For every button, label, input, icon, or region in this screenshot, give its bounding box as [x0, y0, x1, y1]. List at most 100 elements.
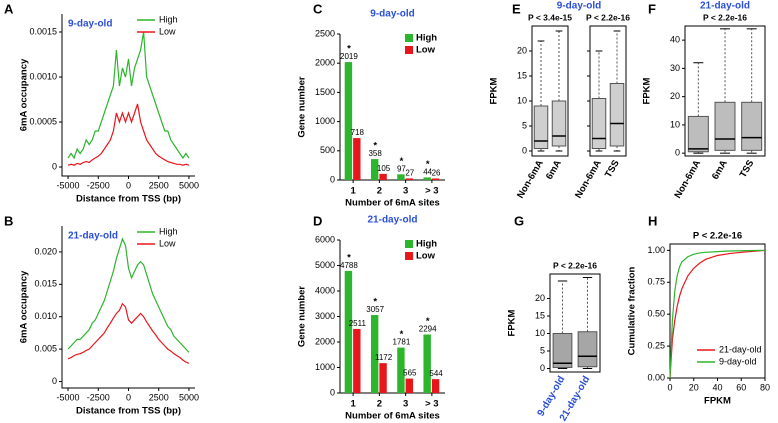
p-value: P < 2.2e-16 [586, 12, 630, 22]
y-axis-label: FPKM [642, 77, 653, 104]
y-tick-label: 0.0015 [29, 26, 57, 36]
bar-value-label: 97 [397, 164, 406, 173]
x-axis-label: Number of 6mA sites [345, 198, 440, 209]
legend-label: Low [159, 26, 176, 36]
bar-value-label: 105 [377, 164, 391, 173]
y-tick-label: 5 [522, 120, 527, 130]
legend-label: High [159, 226, 178, 236]
x-tick-label: 3 [403, 186, 408, 197]
y-tick-label: 0 [330, 174, 335, 184]
significance-marker: * [373, 297, 377, 308]
y-tick-label: 3000 [315, 311, 335, 321]
x-tick-label: 40 [712, 382, 722, 392]
bar-value-label: 718 [351, 128, 365, 137]
y-tick-label: 20 [535, 293, 545, 303]
series-line [67, 302, 190, 364]
x-tick-label: 20 [689, 382, 699, 392]
bar-value-label: 2294 [419, 325, 437, 334]
x-tick-label: -2500 [87, 392, 110, 402]
category-label: Non-6mA [573, 158, 604, 200]
bar [431, 379, 440, 393]
bar-value-label: 2511 [349, 319, 367, 328]
y-tick-label: 30 [670, 63, 680, 73]
significance-marker: * [400, 329, 404, 340]
x-tick-label: 1 [350, 186, 356, 197]
bar [379, 173, 387, 180]
series-line [67, 237, 190, 353]
chart-title: 9-day-old [557, 1, 601, 12]
bar [405, 178, 414, 180]
y-tick-label: 0.25 [647, 340, 665, 350]
y-tick-label: 40 [670, 35, 680, 45]
annotation: P < 2.2e-16 [693, 231, 742, 242]
category-label: 6mA [710, 158, 730, 181]
x-tick-label: 3 [403, 399, 408, 410]
bar [344, 270, 353, 393]
panel-letter: A [4, 1, 14, 16]
bar-value-label: 27 [405, 169, 414, 178]
y-tick-label: 15 [517, 70, 527, 80]
box [687, 115, 709, 153]
x-tick-label: 60 [736, 382, 746, 392]
legend-swatch [405, 252, 413, 260]
bar [405, 378, 414, 393]
legend-label: Low [416, 45, 436, 56]
x-tick-label: 2500 [149, 392, 169, 402]
x-axis-label: Distance from TSS (bp) [76, 406, 181, 417]
panel-letter: G [514, 213, 524, 228]
legend-label: 21-day-old [719, 344, 762, 354]
bar-value-label: 358 [368, 149, 382, 158]
cdf-line [669, 249, 766, 379]
p-value: P < 2.2e-16 [553, 260, 597, 270]
y-tick-label: 2000 [315, 336, 335, 346]
box [577, 331, 598, 368]
y-tick-label: 1000 [315, 362, 335, 372]
series-line [67, 103, 190, 166]
bar-value-label: 544 [429, 369, 443, 378]
y-tick-label: 0.00 [647, 372, 665, 382]
bar-value-label: 3057 [366, 305, 384, 314]
axes [61, 226, 195, 389]
bar-value-label: 1172 [375, 353, 393, 362]
frame [684, 25, 766, 157]
x-tick-label: 2 [377, 399, 382, 410]
frame [531, 25, 569, 157]
bar [344, 62, 353, 180]
p-value: P < 2.2e-16 [703, 12, 747, 22]
box [741, 101, 763, 151]
frame [549, 273, 601, 373]
box [591, 98, 607, 149]
legend-label: Low [416, 251, 436, 262]
panel-letter: B [4, 213, 13, 228]
y-tick-label: 10 [535, 328, 545, 338]
legend-label: High [416, 33, 437, 44]
y-tick-label: 15 [535, 310, 545, 320]
bar-value-label: 44 [423, 168, 432, 177]
x-axis-label: Distance from TSS (bp) [76, 194, 181, 205]
legend-label: High [416, 239, 437, 250]
x-tick-label: 1 [350, 399, 356, 410]
y-axis-label: 6mA occupancy [19, 58, 30, 131]
y-tick-label: 0 [330, 387, 335, 397]
y-tick-label: 0 [52, 376, 57, 386]
x-tick-label: 5000 [179, 180, 199, 190]
series-line [67, 31, 190, 160]
bar-value-label: 2019 [340, 52, 358, 61]
y-tick-label: 2500 [315, 28, 335, 38]
panel-letter: D [313, 213, 322, 228]
legend-label: High [159, 14, 178, 24]
y-tick-label: 20 [670, 91, 680, 101]
y-tick-label: 0.0010 [29, 71, 57, 81]
p-value: P < 3.4e-15 [528, 12, 572, 22]
y-axis-label: Gene number [297, 286, 308, 348]
frame [589, 25, 627, 157]
y-tick-label: 0 [52, 161, 57, 171]
x-tick-label: > 3 [425, 399, 438, 410]
y-tick-label: 0 [540, 363, 545, 373]
y-axis-label: 6mA occupancy [19, 270, 30, 343]
y-tick-label: 0.0005 [29, 116, 57, 126]
y-tick-label: 2000 [315, 58, 335, 68]
panel-letter: C [313, 1, 323, 16]
box [609, 83, 625, 147]
bar [353, 328, 361, 393]
